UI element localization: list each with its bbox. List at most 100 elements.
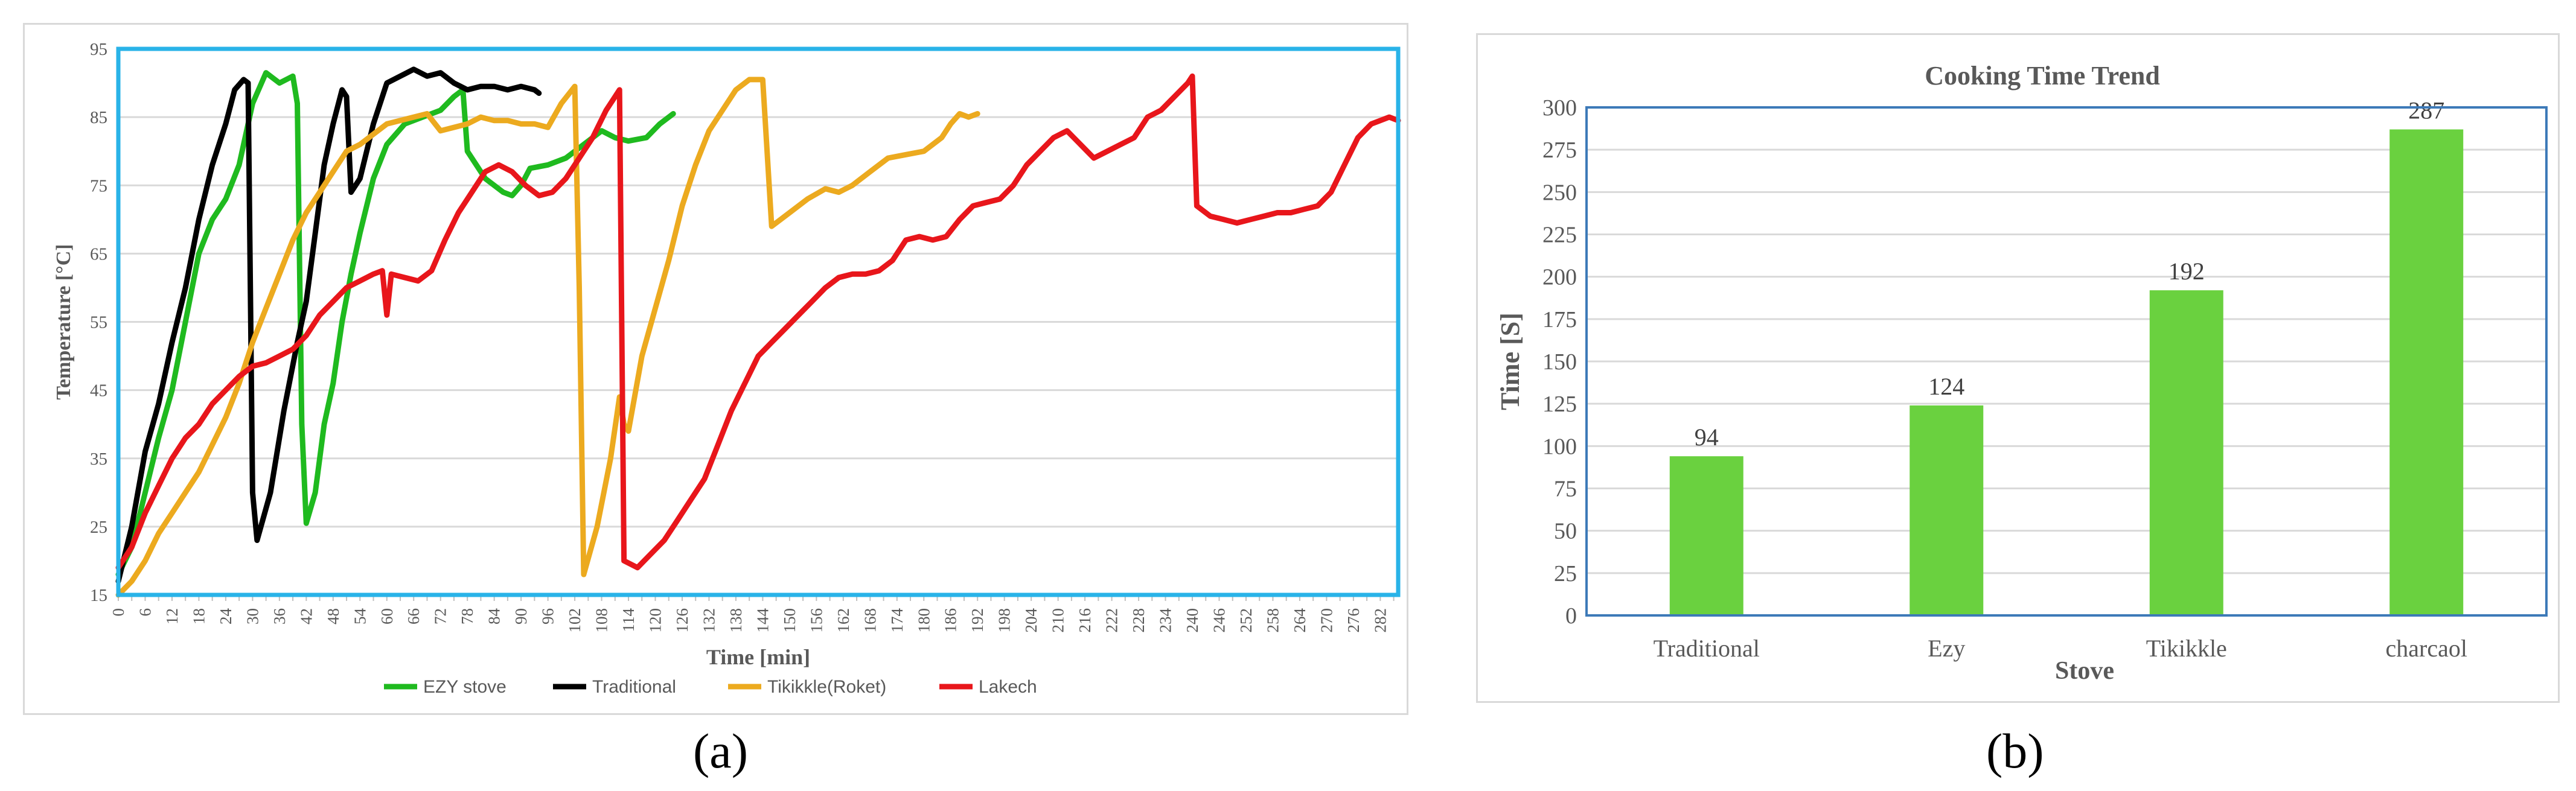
line-chart-temperature: 15 25 35 45 55 65 75 85 95 0 6 12 18 24 30 36 42 48 54 60 66… — [53, 40, 1401, 697]
xtick-a-258: 258 — [1264, 608, 1282, 633]
xtick-b-charcaol: charcaol — [2386, 635, 2467, 662]
ytick-a-75: 75 — [90, 176, 107, 195]
xtick-a-216: 216 — [1076, 608, 1094, 633]
ytick-b-125: 125 — [1542, 392, 1577, 417]
y-axis-label-b: Time [S] — [1495, 313, 1525, 410]
legend-item-a-2: Tikikkle(Roket) — [728, 677, 886, 697]
xtick-a-138: 138 — [727, 608, 745, 633]
xtick-a-204: 204 — [1022, 608, 1040, 633]
xtick-a-162: 162 — [834, 608, 852, 633]
xtick-a-228: 228 — [1130, 608, 1148, 633]
xtick-a-186: 186 — [942, 608, 960, 633]
ytick-b-0: 0 — [1565, 603, 1577, 629]
xtick-a-174: 174 — [888, 608, 906, 633]
bar-charcaol — [2389, 129, 2464, 615]
ytick-a-15: 15 — [90, 586, 107, 605]
ytick-a-95: 95 — [90, 40, 107, 59]
xtick-a-108: 108 — [593, 608, 611, 633]
ytick-b-175: 175 — [1542, 307, 1577, 332]
caption-a: (a) — [693, 723, 748, 780]
xtick-b-tikikkle: Tikikkle — [2146, 635, 2227, 662]
data-label-traditional: 94 — [1695, 424, 1719, 451]
xtick-a-114: 114 — [619, 608, 638, 632]
bar-traditional — [1669, 456, 1743, 615]
series-line-traditional — [115, 66, 542, 584]
xtick-a-6: 6 — [136, 608, 154, 617]
xtick-a-180: 180 — [915, 608, 933, 633]
xtick-a-240: 240 — [1183, 608, 1201, 633]
xtick-a-222: 222 — [1103, 608, 1121, 633]
panel-a-line-chart: 15 25 35 45 55 65 75 85 95 0 6 12 18 24 30 36 42 48 54 60 66… — [23, 23, 1408, 715]
ytick-b-150: 150 — [1542, 349, 1577, 375]
ytick-b-75: 75 — [1554, 477, 1577, 502]
xtick-b-traditional: Traditional — [1654, 635, 1760, 662]
plot-frame-b — [1585, 106, 2548, 617]
xtick-a-18: 18 — [190, 608, 208, 624]
xtick-a-132: 132 — [700, 608, 718, 633]
xtick-a-12: 12 — [163, 608, 181, 624]
xtick-a-102: 102 — [566, 608, 584, 633]
data-label-tikikkle: 192 — [2169, 258, 2205, 285]
legend-label-a-2: Tikikkle(Roket) — [767, 677, 886, 697]
xtick-a-66: 66 — [404, 608, 423, 624]
ytick-a-35: 35 — [90, 450, 107, 469]
ytick-a-85: 85 — [90, 108, 107, 127]
legend-label-a-3: Lakech — [979, 677, 1037, 697]
xtick-a-210: 210 — [1049, 608, 1067, 633]
caption-a-text: (a) — [693, 723, 749, 778]
xtick-a-126: 126 — [673, 608, 691, 633]
legend-item-a-0: EZY stove — [384, 677, 507, 697]
x-axis-label-b: Stove — [2055, 657, 2114, 685]
caption-b: (b) — [1986, 723, 2044, 780]
panel-b-bar-chart: Cooking Time Trend 0 25 50 75 100 125 150 175 200… — [1476, 33, 2560, 703]
legend-label-a-0: EZY stove — [423, 677, 507, 697]
series-line-tikikkle-roket- — [115, 77, 980, 598]
xtick-a-42: 42 — [297, 608, 315, 624]
xtick-a-72: 72 — [432, 608, 450, 624]
xtick-a-144: 144 — [753, 608, 772, 633]
ytick-a-45: 45 — [90, 381, 107, 401]
ytick-b-225: 225 — [1542, 223, 1577, 248]
xtick-a-246: 246 — [1210, 608, 1228, 633]
xtick-a-264: 264 — [1291, 608, 1309, 633]
legend-item-a-1: Traditional — [553, 677, 676, 697]
xtick-a-270: 270 — [1317, 608, 1335, 633]
xtick-a-120: 120 — [647, 608, 665, 633]
ytick-b-50: 50 — [1554, 519, 1577, 544]
xtick-a-192: 192 — [968, 608, 986, 633]
chart-title-b: Cooking Time Trend — [1925, 61, 2160, 91]
plot-frame-a — [116, 46, 1401, 597]
xtick-a-150: 150 — [781, 608, 799, 633]
ytick-b-100: 100 — [1542, 434, 1577, 459]
ytick-b-275: 275 — [1542, 138, 1577, 163]
y-axis-label-a: Temperature [°C] — [53, 244, 75, 399]
ytick-b-25: 25 — [1554, 561, 1577, 586]
bar-chart-cooking-time: Cooking Time Trend 0 25 50 75 100 125 150 175 200… — [1495, 61, 2548, 685]
xtick-a-156: 156 — [807, 608, 825, 633]
legend-label-a-1: Traditional — [592, 677, 676, 697]
data-label-ezy: 124 — [1928, 373, 1964, 400]
ytick-b-300: 300 — [1542, 95, 1577, 121]
caption-b-text: (b) — [1986, 723, 2044, 778]
xtick-a-90: 90 — [512, 608, 530, 624]
xtick-a-198: 198 — [996, 608, 1014, 633]
xtick-a-234: 234 — [1157, 608, 1175, 633]
ytick-b-200: 200 — [1542, 265, 1577, 290]
x-axis-label-a: Time [min] — [706, 645, 810, 669]
legend-item-a-3: Lakech — [939, 677, 1037, 697]
xtick-a-24: 24 — [217, 608, 235, 625]
xtick-a-0: 0 — [109, 608, 127, 617]
xtick-a-168: 168 — [861, 608, 879, 633]
ytick-b-250: 250 — [1542, 180, 1577, 205]
data-label-charcaol: 287 — [2408, 97, 2444, 124]
xtick-a-84: 84 — [485, 608, 503, 625]
xtick-a-30: 30 — [243, 608, 261, 624]
xtick-a-78: 78 — [458, 608, 476, 624]
series-line-ezy-stove — [115, 70, 676, 577]
xtick-a-36: 36 — [270, 608, 289, 624]
xtick-a-60: 60 — [378, 608, 396, 624]
ytick-a-25: 25 — [90, 518, 107, 537]
xtick-a-276: 276 — [1344, 608, 1363, 633]
ytick-a-65: 65 — [90, 244, 107, 264]
ytick-a-55: 55 — [90, 313, 107, 332]
